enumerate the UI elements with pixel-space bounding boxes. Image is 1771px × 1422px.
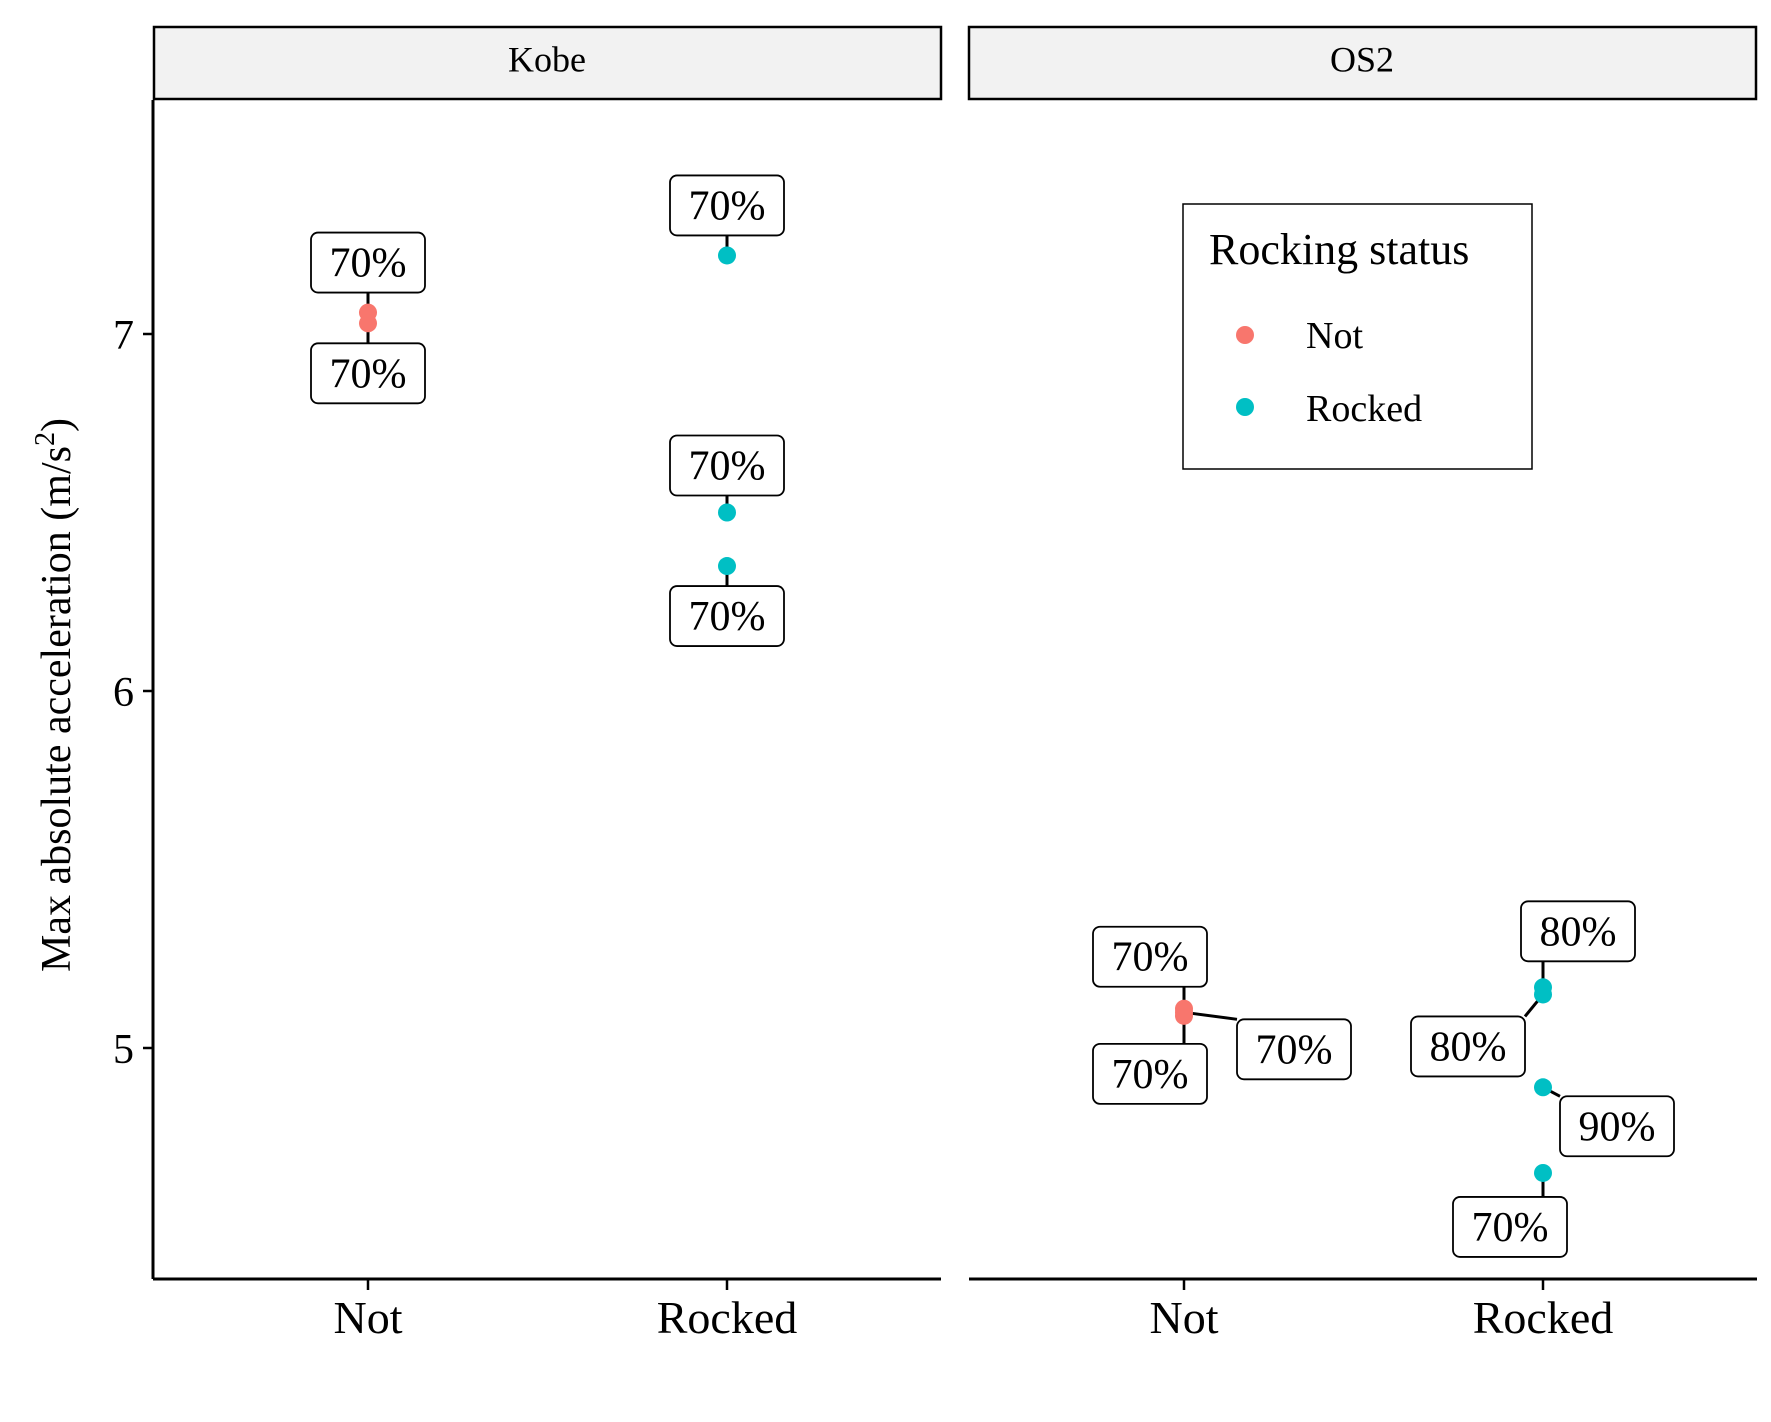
point-label: 70% [1112, 935, 1189, 981]
point-label-box [669, 434, 785, 497]
point-label-box [1520, 900, 1636, 963]
legend-label-rocked: Rocked [1306, 388, 1422, 430]
data-point-rocked [718, 503, 736, 522]
point-label: 70% [330, 351, 407, 397]
data-point-not [359, 314, 377, 333]
y-tick-label: 5 [113, 1027, 134, 1073]
point-label-box [669, 585, 785, 647]
point-label-box [1452, 1196, 1568, 1258]
data-point-rocked [1534, 985, 1552, 1004]
point-label-box [310, 342, 426, 405]
point-label-box [1092, 1042, 1208, 1105]
point-label: 70% [1112, 1052, 1189, 1098]
legend-title: Rocking status [1209, 225, 1469, 274]
point-label-box [669, 174, 785, 237]
strip-label-kobe: Kobe [508, 39, 586, 79]
point-label: 70% [330, 241, 407, 287]
legend-key-not [1236, 326, 1254, 344]
x-tick-label: Rocked [657, 1292, 798, 1343]
point-label-box [1410, 1015, 1526, 1078]
point-label: 70% [689, 183, 766, 229]
point-label: 70% [689, 594, 766, 640]
point-label: 80% [1540, 909, 1617, 955]
y-axis-title: Max absolute acceleration (m/s2) [30, 418, 80, 972]
data-point-rocked [1534, 1163, 1552, 1182]
data-point-not [1175, 1003, 1193, 1022]
point-label: 70% [1472, 1205, 1549, 1251]
y-tick-label: 7 [113, 313, 134, 359]
point-label: 70% [1256, 1027, 1333, 1073]
x-tick-label: Not [1150, 1292, 1219, 1343]
legend: Rocking status Not Rocked [1182, 203, 1533, 470]
ticks-layer: 5 6 7 Not Rocked Not Rocked [113, 313, 1613, 1343]
data-point-rocked [718, 246, 736, 265]
point-label-box [1092, 925, 1208, 988]
x-tick-label: Rocked [1473, 1292, 1614, 1343]
legend-key-rocked [1236, 398, 1254, 416]
data-point-rocked [718, 557, 736, 576]
point-label: 80% [1430, 1024, 1507, 1070]
point-label-box [310, 231, 426, 294]
point-label-box [1559, 1095, 1675, 1158]
y-axis-title-superscript: 2 [30, 432, 61, 446]
y-tick-label: 6 [113, 670, 134, 716]
point-label-box [1236, 1018, 1352, 1081]
point-label: 90% [1579, 1104, 1656, 1150]
data-points [359, 246, 1552, 1182]
y-axis-title-close: ) [34, 418, 80, 432]
strip-label-os2: OS2 [1330, 39, 1394, 79]
point-labels: 70% 70% 70% 70% 70% 70% 70% 70% 80% 80% 90% 70% [310, 174, 1675, 1258]
point-label: 70% [689, 444, 766, 490]
legend-label-not: Not [1306, 315, 1363, 357]
strip-background-kobe [152, 25, 943, 101]
strip-background-os2 [967, 25, 1758, 101]
x-tick-label: Not [334, 1292, 403, 1343]
data-point-rocked [1534, 1078, 1552, 1097]
